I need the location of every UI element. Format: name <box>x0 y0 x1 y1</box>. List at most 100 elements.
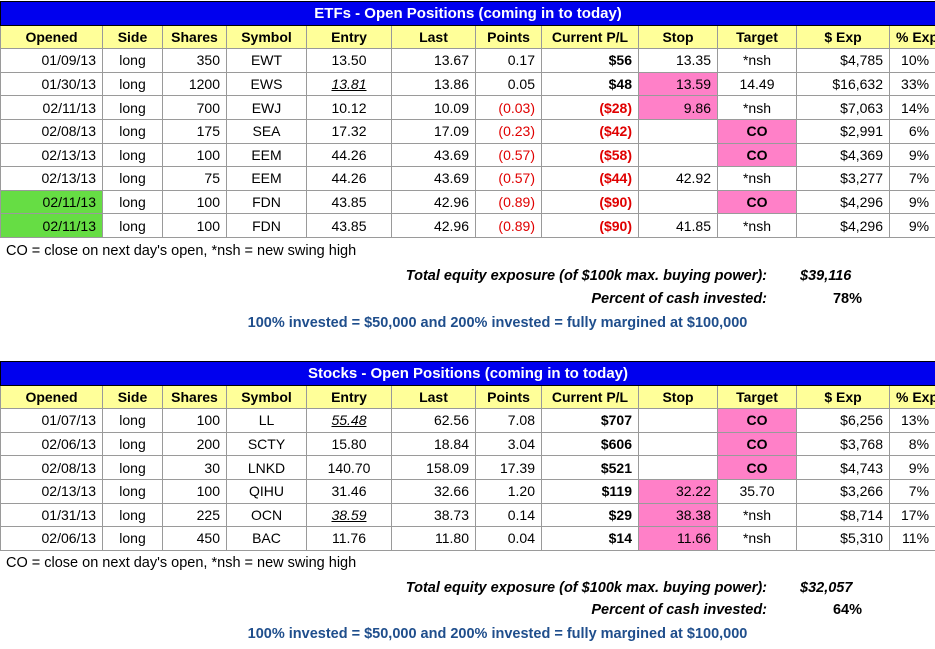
cell-stop <box>638 431 718 457</box>
cell-shares: 350 <box>162 48 227 73</box>
cell-entry: 140.70 <box>306 455 392 480</box>
cell-side: long <box>102 526 163 551</box>
cell-opened: 02/08/13 <box>0 455 103 480</box>
table-row: 02/08/13 long 30 LNKD 140.70 158.09 17.39 $521 C… <box>0 455 935 480</box>
cell-side: long <box>102 95 163 120</box>
stocks-header-row: Opened Side Shares Symbol Entry Last Points Cur… <box>0 384 935 410</box>
cell-pct-exp: 9% <box>888 189 935 215</box>
cell-last: 13.67 <box>391 48 476 73</box>
cell-shares: 100 <box>162 478 227 504</box>
cell-opened: 02/11/13 <box>0 95 103 120</box>
stocks-invested-note: 100% invested = $50,000 and 200% investe… <box>247 626 748 642</box>
cell-side: long <box>102 71 163 97</box>
stocks-table-title: Stocks - Open Positions (coming in to to… <box>0 361 935 386</box>
cell-last: 10.09 <box>391 95 476 120</box>
cell-points: (0.89) <box>475 213 542 238</box>
cell-points: (0.57) <box>475 142 542 168</box>
cell-symbol: EWS <box>226 71 307 97</box>
header-shares: Shares <box>162 24 227 50</box>
cell-target: *nsh <box>717 213 797 238</box>
cell-target: *nsh <box>717 95 797 120</box>
cell-stop: 32.22 <box>638 478 718 504</box>
cell-entry: 44.26 <box>306 166 392 191</box>
cell-last: 38.73 <box>391 502 476 528</box>
cell-target: *nsh <box>717 502 797 528</box>
cell-pct-exp: 17% <box>888 502 935 528</box>
cell-target: CO <box>717 189 797 215</box>
cell-symbol: QIHU <box>226 478 307 504</box>
header-target: Target <box>717 24 797 50</box>
cell-stop <box>638 455 718 480</box>
cell-stop: 11.66 <box>638 526 718 551</box>
cell-entry: 11.76 <box>306 526 392 551</box>
cell-shares: 100 <box>162 408 227 433</box>
header-entry: Entry <box>306 24 392 50</box>
cell-entry: 55.48 <box>306 408 392 433</box>
cell-pct-exp: 9% <box>888 142 935 168</box>
header-dollar-exp: $ Exp <box>796 24 890 50</box>
cell-shares: 30 <box>162 455 227 480</box>
cell-side: long <box>102 166 163 191</box>
header-current-pl: Current P/L <box>541 24 639 50</box>
stocks-percent-value: 64% <box>832 602 862 618</box>
cell-pct-exp: 33% <box>888 71 935 97</box>
etf-header-row: Opened Side Shares Symbol Entry Last Points Cur… <box>0 24 935 50</box>
etf-legend-note: CO = close on next day's open, *nsh = ne… <box>6 243 357 259</box>
cell-points: 3.04 <box>475 431 542 457</box>
cell-pct-exp: 7% <box>888 166 935 191</box>
cell-stop <box>638 118 718 144</box>
stocks-positions-table: Stocks - Open Positions (coming in to to… <box>0 361 935 551</box>
cell-current-pl: ($28) <box>541 95 639 120</box>
cell-pct-exp: 14% <box>888 95 935 120</box>
cell-stop <box>638 408 718 433</box>
etf-positions-section: ETFs - Open Positions (coming in to toda… <box>0 1 935 238</box>
cell-pct-exp: 13% <box>888 408 935 433</box>
cell-symbol: LNKD <box>226 455 307 480</box>
cell-last: 43.69 <box>391 142 476 168</box>
cell-last: 11.80 <box>391 526 476 551</box>
cell-opened: 01/31/13 <box>0 502 103 528</box>
etf-invested-note: 100% invested = $50,000 and 200% investe… <box>247 315 748 331</box>
header-side: Side <box>102 384 163 410</box>
header-points: Points <box>475 24 542 50</box>
cell-last: 32.66 <box>391 478 476 504</box>
etf-percent-value: 78% <box>832 291 862 307</box>
cell-target: 14.49 <box>717 71 797 97</box>
cell-points: (0.03) <box>475 95 542 120</box>
cell-last: 42.96 <box>391 189 476 215</box>
cell-dollar-exp: $5,310 <box>796 526 890 551</box>
etf-positions-table: ETFs - Open Positions (coming in to toda… <box>0 1 935 238</box>
header-shares: Shares <box>162 384 227 410</box>
cell-entry: 38.59 <box>306 502 392 528</box>
cell-entry: 13.50 <box>306 48 392 73</box>
cell-side: long <box>102 48 163 73</box>
cell-target: CO <box>717 408 797 433</box>
cell-points: 17.39 <box>475 455 542 480</box>
cell-last: 17.09 <box>391 118 476 144</box>
header-side: Side <box>102 24 163 50</box>
cell-dollar-exp: $8,714 <box>796 502 890 528</box>
header-pct-exp: % Exp <box>888 384 935 410</box>
cell-last: 43.69 <box>391 166 476 191</box>
cell-target: CO <box>717 455 797 480</box>
cell-target: *nsh <box>717 166 797 191</box>
table-row: 01/30/13 long 1200 EWS 13.81 13.86 0.05 $48 13.5… <box>0 71 935 97</box>
table-row: 01/07/13 long 100 LL 55.48 62.56 7.08 $707 CO $6,… <box>0 408 935 433</box>
cell-points: 1.20 <box>475 478 542 504</box>
cell-opened: 02/11/13 <box>0 213 103 238</box>
cell-symbol: FDN <box>226 213 307 238</box>
cell-stop: 42.92 <box>638 166 718 191</box>
cell-points: 0.17 <box>475 48 542 73</box>
cell-stop: 38.38 <box>638 502 718 528</box>
header-stop: Stop <box>638 24 718 50</box>
cell-dollar-exp: $3,266 <box>796 478 890 504</box>
cell-side: long <box>102 408 163 433</box>
cell-dollar-exp: $6,256 <box>796 408 890 433</box>
cell-entry: 17.32 <box>306 118 392 144</box>
cell-target: *nsh <box>717 526 797 551</box>
cell-symbol: OCN <box>226 502 307 528</box>
stocks-positions-section: Stocks - Open Positions (coming in to to… <box>0 361 935 551</box>
header-opened: Opened <box>0 24 103 50</box>
cell-shares: 1200 <box>162 71 227 97</box>
cell-opened: 01/09/13 <box>0 48 103 73</box>
